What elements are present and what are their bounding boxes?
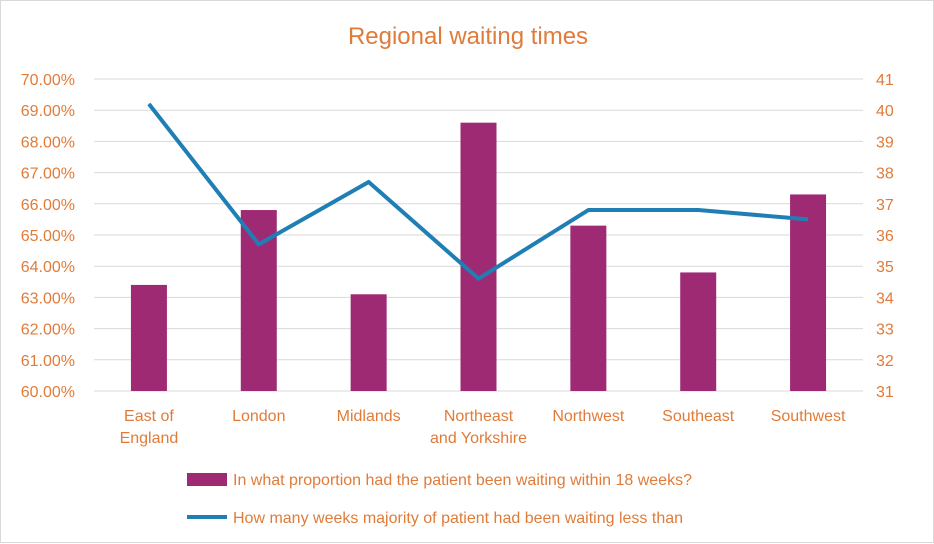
y-right-tick-label: 39	[876, 134, 894, 151]
y-right-tick-label: 37	[876, 197, 894, 214]
line-point	[478, 278, 479, 280]
bar	[350, 294, 387, 391]
legend-label-line: How many weeks majority of patient had b…	[233, 510, 683, 527]
bar	[790, 194, 827, 391]
x-tick-label: Northwest	[552, 408, 625, 425]
bar	[130, 284, 167, 391]
y-right-tick-label: 35	[876, 259, 894, 276]
y-left-tick-label: 66.00%	[21, 197, 75, 214]
y-left-tick-label: 64.00%	[21, 259, 75, 276]
legend-swatch-bar	[187, 473, 227, 486]
x-tick-label: London	[232, 408, 285, 425]
x-tick-label: Southeast	[662, 408, 735, 425]
y-left-tick-label: 61.00%	[21, 353, 75, 370]
chart-title: Regional waiting times	[348, 23, 588, 50]
y-axis-left: 60.00% 61.00% 62.00% 63.00% 64.00% 65.00% 66.0…	[21, 72, 75, 401]
y-right-tick-label: 32	[876, 353, 894, 370]
y-left-tick-label: 60.00%	[21, 384, 75, 401]
line-series	[147, 102, 809, 281]
legend: In what proportion had the patient been …	[187, 472, 692, 527]
line-point	[258, 243, 260, 245]
x-tick-label: Northeast and Yorkshire	[430, 408, 527, 447]
x-tick-label: Midlands	[337, 408, 401, 425]
x-tick-label: East of England	[120, 408, 179, 447]
y-right-tick-label: 33	[876, 322, 894, 339]
y-left-tick-label: 70.00%	[21, 72, 75, 89]
y-left-tick-label: 65.00%	[21, 228, 75, 245]
y-right-tick-label: 41	[876, 72, 894, 89]
line-point	[587, 209, 589, 211]
bar	[680, 272, 717, 391]
y-right-tick-label: 38	[876, 166, 894, 183]
y-left-tick-label: 68.00%	[21, 134, 75, 151]
y-right-tick-label: 36	[876, 228, 894, 245]
line-point	[148, 103, 150, 105]
bar	[570, 225, 607, 391]
y-axis-right: 31 32 33 34 35 36 37 38 39 40 41	[876, 72, 894, 401]
y-right-tick-label: 34	[876, 290, 894, 307]
bar	[240, 210, 277, 391]
y-left-tick-label: 67.00%	[21, 166, 75, 183]
y-right-tick-label: 31	[876, 384, 894, 401]
y-left-tick-label: 62.00%	[21, 322, 75, 339]
bar	[460, 122, 497, 392]
line-point	[697, 209, 699, 211]
y-left-tick-label: 63.00%	[21, 290, 75, 307]
line-point	[368, 181, 370, 183]
y-right-tick-label: 40	[876, 103, 894, 120]
x-tick-label: Southwest	[771, 408, 846, 425]
x-axis: East of England London Midlands Northeast and…	[120, 408, 846, 447]
legend-label-bar: In what proportion had the patient been …	[233, 472, 692, 489]
y-left-tick-label: 69.00%	[21, 103, 75, 120]
line-point	[807, 218, 809, 220]
bar-series	[130, 122, 827, 392]
